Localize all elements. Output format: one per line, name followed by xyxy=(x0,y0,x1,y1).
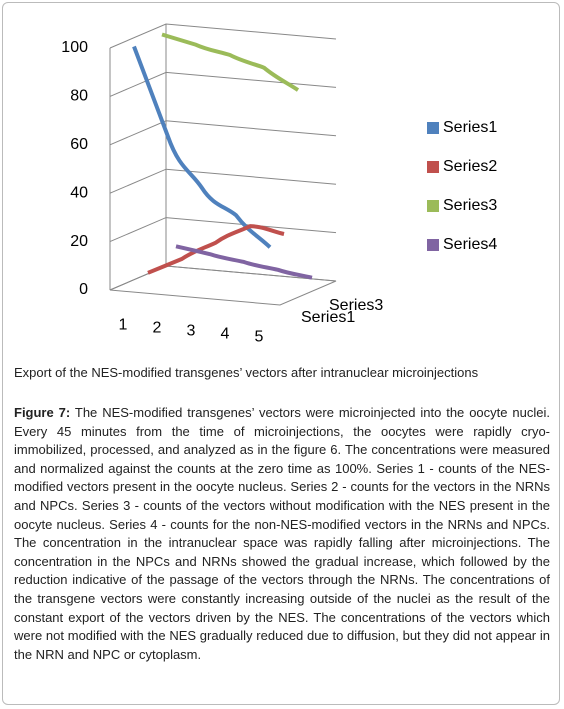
legend-label: Series1 xyxy=(443,119,497,136)
caption-subtitle: Export of the NES-modified transgenes’ v… xyxy=(14,365,479,380)
grid-line xyxy=(109,120,337,146)
grid-line xyxy=(109,217,337,243)
x-tick-label: 4 xyxy=(221,326,230,343)
y-tick-label: 80 xyxy=(70,88,88,105)
y-tick-label: 100 xyxy=(61,39,88,56)
floor xyxy=(109,265,337,306)
y-tick-label: 40 xyxy=(70,184,88,201)
legend-swatch xyxy=(427,161,439,173)
y-tick-label: 0 xyxy=(79,281,88,298)
y-tick-label: 20 xyxy=(70,233,88,250)
series-line xyxy=(132,45,272,249)
legend-swatch xyxy=(427,122,439,134)
x-tick-label: 5 xyxy=(255,329,264,346)
series-line xyxy=(161,32,300,92)
series-line xyxy=(147,224,285,275)
grid-line xyxy=(109,23,337,49)
legend-label: Series4 xyxy=(443,236,497,253)
grid-line xyxy=(109,71,337,97)
legend-label: Series3 xyxy=(443,197,497,214)
x-tick-label: 3 xyxy=(187,323,196,340)
series-line xyxy=(175,244,313,280)
y-tick-label: 60 xyxy=(70,136,88,153)
legend-swatch xyxy=(427,239,439,251)
figure-label: Figure 7: xyxy=(14,405,71,420)
x-tick-label: 1 xyxy=(119,317,128,334)
legend-label: Series2 xyxy=(443,158,497,175)
x-tick-label: 2 xyxy=(153,320,162,337)
caption-text: The NES-modified transgenes’ vectors wer… xyxy=(14,405,550,662)
depth-label: Series1 xyxy=(301,309,355,326)
caption: Figure 7: The NES-modified transgenes’ v… xyxy=(14,404,550,664)
grid-line xyxy=(109,168,337,194)
legend-swatch xyxy=(427,200,439,212)
grid-line xyxy=(109,265,337,291)
depth-label: Series3 xyxy=(329,297,383,314)
